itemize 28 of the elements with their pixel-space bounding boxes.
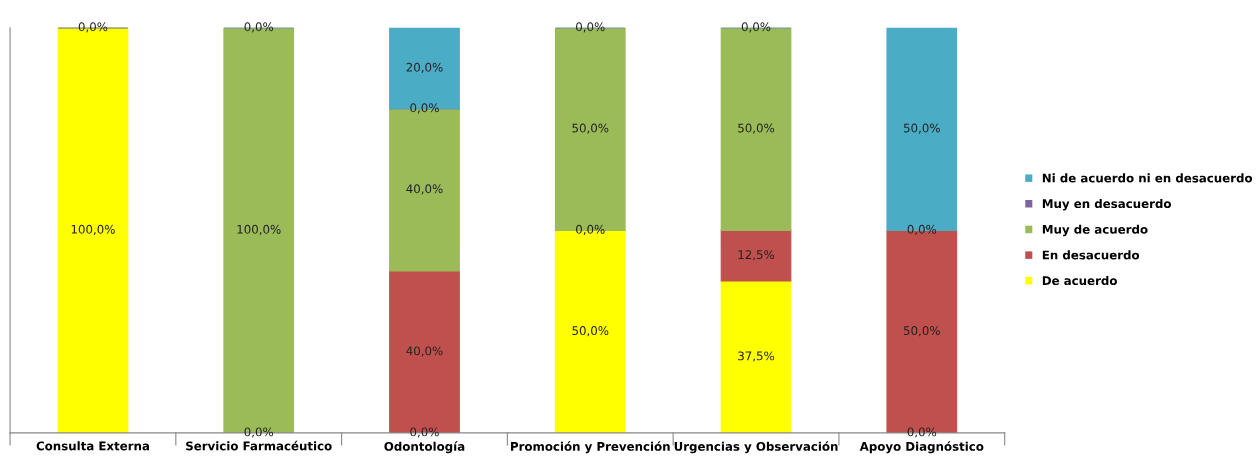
data-label: 50,0% [903, 123, 940, 134]
x-tick-label: Promoción y Prevención [511, 441, 670, 454]
data-label: 50,0% [572, 123, 609, 134]
data-label: 40,0% [406, 346, 443, 357]
x-tick-label: Odontología [384, 441, 465, 454]
legend-label: Ni de acuerdo ni en desacuerdo [1042, 173, 1253, 183]
data-label: 100,0% [237, 224, 281, 235]
x-tick-label: Servicio Farmacéutico [186, 440, 332, 451]
data-label: 0,0% [410, 103, 439, 114]
data-label: 0,0% [78, 22, 108, 33]
data-label: 37,5% [738, 351, 775, 362]
data-label: 40,0% [406, 184, 443, 195]
data-label: 20,0% [406, 62, 443, 73]
legend-label: De acuerdo [1042, 275, 1117, 286]
legend-label: Muy de acuerdo [1042, 224, 1148, 237]
data-label: 50,0% [903, 326, 940, 337]
data-label: 0,0% [741, 22, 771, 33]
x-tick-label: Apoyo Diagnóstico [859, 441, 984, 454]
data-label: 0,0% [576, 22, 605, 33]
data-label: 50,0% [572, 326, 609, 337]
legend-label: Muy en desacuerdo [1042, 198, 1171, 211]
legend-label: En desacuerdo [1042, 250, 1140, 260]
data-label: 50,0% [738, 123, 775, 134]
x-tick-label: Consulta Externa [36, 441, 149, 451]
data-label: 0,0% [244, 22, 274, 33]
data-label: 100,0% [71, 224, 115, 235]
x-tick-label: Urgencias y Observación [674, 441, 838, 454]
data-label: 12,5% [738, 250, 775, 261]
